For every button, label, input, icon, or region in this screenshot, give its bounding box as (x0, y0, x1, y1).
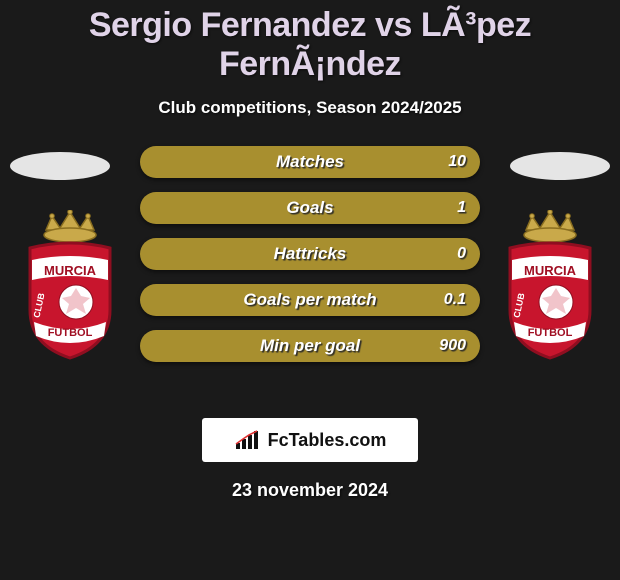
stat-bar: Goals per match 0.1 (140, 284, 480, 316)
crown-icon (524, 210, 576, 242)
stat-label: Goals (140, 198, 480, 218)
stat-bar: Hattricks 0 (140, 238, 480, 270)
comparison-panel: MURCIA FUTBOL CLUB MURCIA (0, 146, 620, 406)
stat-label: Min per goal (140, 336, 480, 356)
brand-text: FcTables.com (268, 430, 387, 451)
stat-value-right: 1 (457, 199, 466, 217)
stat-bar: Min per goal 900 (140, 330, 480, 362)
stat-value-right: 0 (457, 245, 466, 263)
shield-icon: MURCIA FUTBOL CLUB (30, 243, 110, 358)
crown-icon (44, 210, 96, 242)
stat-value-right: 10 (448, 153, 466, 171)
crest-top-text: MURCIA (44, 263, 97, 278)
stat-label: Hattricks (140, 244, 480, 264)
crest-bottom-text: FUTBOL (528, 327, 573, 339)
crest-top-text: MURCIA (524, 263, 577, 278)
stat-label: Matches (140, 152, 480, 172)
crest-bottom-text: FUTBOL (48, 327, 93, 339)
stat-value-right: 0.1 (444, 291, 466, 309)
brand-box: FcTables.com (202, 418, 418, 462)
stats-bars: Matches 10 Goals 1 Hattricks 0 Goals per… (140, 146, 480, 376)
stat-value-right: 900 (439, 337, 466, 355)
stat-bar: Goals 1 (140, 192, 480, 224)
shield-icon: MURCIA FUTBOL CLUB (510, 243, 590, 358)
right-player-ellipse (510, 152, 610, 180)
right-club-crest: MURCIA FUTBOL CLUB (500, 210, 600, 360)
left-player-ellipse (10, 152, 110, 180)
page-title: Sergio Fernandez vs LÃ³pez FernÃ¡ndez (0, 0, 620, 84)
subtitle: Club competitions, Season 2024/2025 (0, 98, 620, 118)
left-club-crest: MURCIA FUTBOL CLUB (20, 210, 120, 360)
brand-barchart-icon (234, 429, 262, 451)
generated-date: 23 november 2024 (0, 480, 620, 501)
stat-bar: Matches 10 (140, 146, 480, 178)
stat-label: Goals per match (140, 290, 480, 310)
